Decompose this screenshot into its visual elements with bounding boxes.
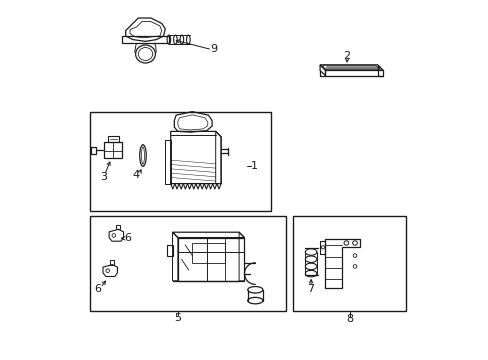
Text: 2: 2 <box>343 51 350 61</box>
Text: 8: 8 <box>346 314 353 324</box>
Bar <box>89 216 285 311</box>
Text: 4: 4 <box>132 170 139 180</box>
Text: 6: 6 <box>94 284 101 294</box>
Text: 9: 9 <box>210 44 217 54</box>
Bar <box>89 112 271 211</box>
Text: 3: 3 <box>100 172 107 182</box>
Text: 1: 1 <box>250 161 257 171</box>
Text: 5: 5 <box>174 312 181 323</box>
Bar <box>292 216 406 311</box>
Text: 6: 6 <box>124 233 131 243</box>
Text: 7: 7 <box>307 284 314 294</box>
